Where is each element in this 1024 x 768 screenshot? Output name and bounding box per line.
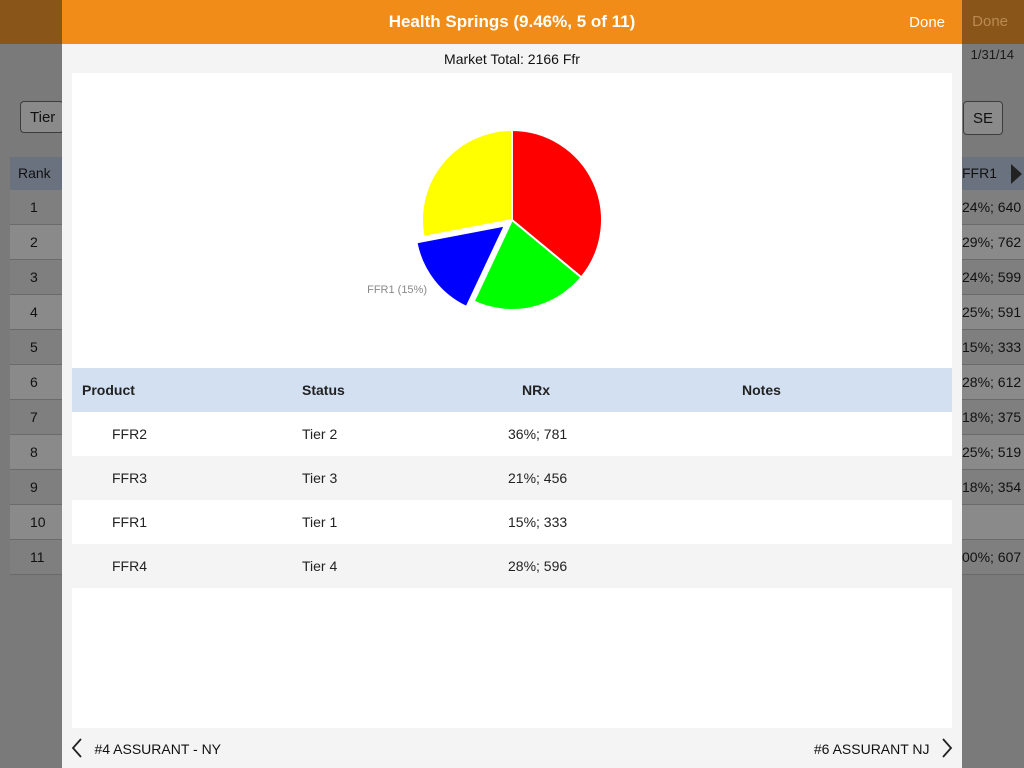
- status-cell: Tier 2: [302, 426, 338, 442]
- background-done-button: Done: [972, 13, 1008, 30]
- product-header: Product: [82, 382, 135, 398]
- background-value-cell: 24%; 640 I: [962, 190, 1024, 225]
- background-rank-cell: 10: [10, 505, 62, 540]
- background-value-cell: 18%; 375 I: [962, 400, 1024, 435]
- background-column-header-label: FFR1: [962, 165, 997, 181]
- background-value-cell: 25%; 519 I: [962, 435, 1024, 470]
- status-cell: Tier 4: [302, 558, 338, 574]
- background-value-cell: 15%; 333 I: [962, 330, 1024, 365]
- background-rank-cell: 1: [10, 190, 62, 225]
- done-button[interactable]: Done: [909, 14, 945, 31]
- background-date: 1/31/14: [970, 47, 1014, 62]
- pie-slice-ffr3[interactable]: [472, 218, 583, 311]
- modal-header: Health Springs (9.46%, 5 of 11) Done: [62, 0, 962, 44]
- background-rank-cell: 9: [10, 470, 62, 505]
- background-value-cell: [962, 505, 1024, 540]
- background-value-cell: 18%; 354 I: [962, 470, 1024, 505]
- content-panel: FFR1 (15%) Product Status NRx Notes FFR2…: [72, 73, 952, 728]
- background-value-cell: 29%; 762 I: [962, 225, 1024, 260]
- table-row[interactable]: FFR1 Tier 1 15%; 333: [72, 500, 952, 544]
- product-cell: FFR4: [112, 558, 147, 574]
- background-rank-cell: 8: [10, 435, 62, 470]
- background-rank-header: Rank: [10, 157, 62, 190]
- nrx-cell: 28%; 596: [508, 558, 568, 574]
- modal-footer: #4 ASSURANT - NY #6 ASSURANT NJ: [62, 728, 962, 768]
- pie-slice-ffr1[interactable]: [415, 224, 507, 309]
- table-row[interactable]: FFR2 Tier 2 36%; 781: [72, 412, 952, 456]
- pie-slice-ffr4[interactable]: [421, 128, 513, 239]
- background-tier-button: Tier: [20, 101, 64, 133]
- nrx-cell: 21%; 456: [508, 470, 568, 486]
- background-value-cell: 24%; 599 I: [962, 260, 1024, 295]
- table-row[interactable]: FFR4 Tier 4 28%; 596: [72, 544, 952, 588]
- background-value-cell: 25%; 591 I: [962, 295, 1024, 330]
- product-cell: FFR3: [112, 470, 147, 486]
- next-plan-link[interactable]: #6 ASSURANT NJ: [814, 737, 954, 759]
- next-plan-label: #6 ASSURANT NJ: [813, 741, 930, 758]
- previous-plan-label: #4 ASSURANT - NY: [94, 741, 222, 758]
- notes-header: Notes: [742, 382, 781, 398]
- status-header: Status: [302, 382, 345, 398]
- background-rank-cell: 11: [10, 540, 62, 575]
- background-rank-cell: 7: [10, 400, 62, 435]
- background-rank-cell: 6: [10, 365, 62, 400]
- background-value-cell: 00%; 607: [962, 540, 1024, 575]
- modal-title: Health Springs (9.46%, 5 of 11): [388, 12, 636, 31]
- status-cell: Tier 3: [302, 470, 338, 486]
- background-rank-cell: 4: [10, 295, 62, 330]
- pie-chart-svg: FFR1 (15%): [367, 128, 603, 311]
- product-cell: FFR1: [112, 514, 147, 530]
- background-rank-cell: 2: [10, 225, 62, 260]
- pie-slice-ffr2[interactable]: [511, 128, 603, 279]
- scroll-right-icon: [1011, 164, 1022, 184]
- nrx-cell: 36%; 781: [508, 426, 568, 442]
- table-row[interactable]: FFR3 Tier 3 21%; 456: [72, 456, 952, 500]
- background-se-button: SE: [963, 101, 1003, 135]
- market-total: Market Total: 2166 Ffr: [444, 51, 580, 67]
- chevron-right-icon: [942, 738, 953, 758]
- background-rank-cell: 5: [10, 330, 62, 365]
- background-value-cell: 28%; 612 I: [962, 365, 1024, 400]
- pie-annotation: FFR1 (15%): [367, 284, 427, 296]
- pie-chart: FFR1 (15%): [72, 73, 952, 368]
- product-cell: FFR2: [112, 426, 147, 442]
- background-column-header: FFR1: [962, 157, 1024, 190]
- table-header: Product Status NRx Notes: [72, 368, 952, 412]
- status-cell: Tier 1: [302, 514, 338, 530]
- background-rank-cell: 3: [10, 260, 62, 295]
- previous-plan-link[interactable]: #4 ASSURANT - NY: [70, 737, 221, 759]
- chevron-left-icon: [71, 738, 82, 758]
- nrx-header: NRx: [522, 382, 551, 398]
- nrx-cell: 15%; 333: [508, 514, 568, 530]
- detail-modal: Health Springs (9.46%, 5 of 11) Done Mar…: [62, 0, 962, 768]
